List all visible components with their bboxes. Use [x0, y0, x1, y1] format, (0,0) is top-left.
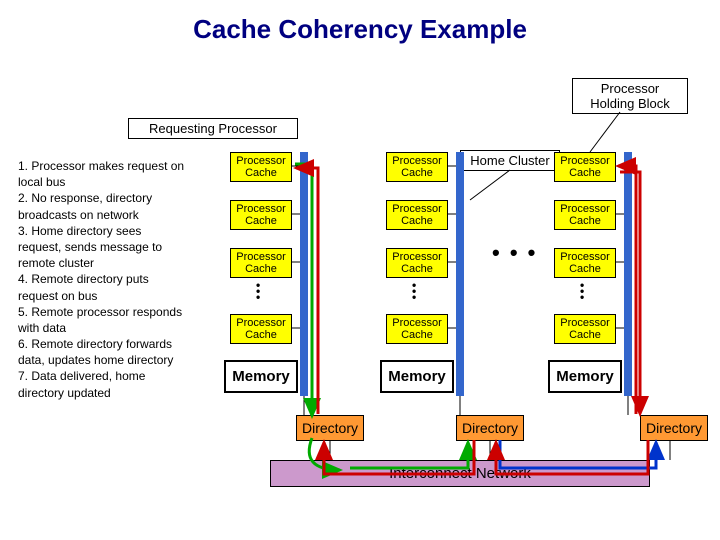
memory-3: Memory: [548, 360, 622, 393]
proc-cache-1-4: Processor Cache: [230, 314, 292, 344]
proc-cache-1-2: Processor Cache: [230, 200, 292, 230]
directory-3: Directory: [640, 415, 708, 441]
label-holding: Processor Holding Block: [572, 78, 688, 114]
proc-cache-1-3: Processor Cache: [230, 248, 292, 278]
steps-text: 1. Processor makes request on local bus …: [18, 158, 188, 401]
proc-cache-2-2: Processor Cache: [386, 200, 448, 230]
vdots-2: •••: [412, 282, 416, 300]
proc-cache-3-1: Processor Cache: [554, 152, 616, 182]
page-title: Cache Coherency Example: [0, 0, 720, 45]
vdots-3: •••: [580, 282, 584, 300]
proc-cache-3-3: Processor Cache: [554, 248, 616, 278]
ellipsis-clusters: • • •: [492, 240, 537, 266]
bus-cluster-3: [624, 152, 632, 396]
directory-1: Directory: [296, 415, 364, 441]
proc-cache-1-1: Processor Cache: [230, 152, 292, 182]
label-home-cluster: Home Cluster: [460, 150, 560, 171]
bus-cluster-1: [300, 152, 308, 396]
proc-cache-3-4: Processor Cache: [554, 314, 616, 344]
proc-cache-2-1: Processor Cache: [386, 152, 448, 182]
interconnect-network: Interconnect Network: [270, 460, 650, 487]
bus-cluster-2: [456, 152, 464, 396]
proc-cache-2-4: Processor Cache: [386, 314, 448, 344]
proc-cache-2-3: Processor Cache: [386, 248, 448, 278]
memory-2: Memory: [380, 360, 454, 393]
label-requesting: Requesting Processor: [128, 118, 298, 139]
vdots-1: •••: [256, 282, 260, 300]
proc-cache-3-2: Processor Cache: [554, 200, 616, 230]
memory-1: Memory: [224, 360, 298, 393]
directory-2: Directory: [456, 415, 524, 441]
